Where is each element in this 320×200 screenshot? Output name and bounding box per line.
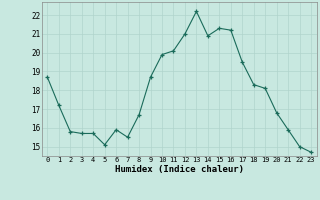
X-axis label: Humidex (Indice chaleur): Humidex (Indice chaleur) bbox=[115, 165, 244, 174]
